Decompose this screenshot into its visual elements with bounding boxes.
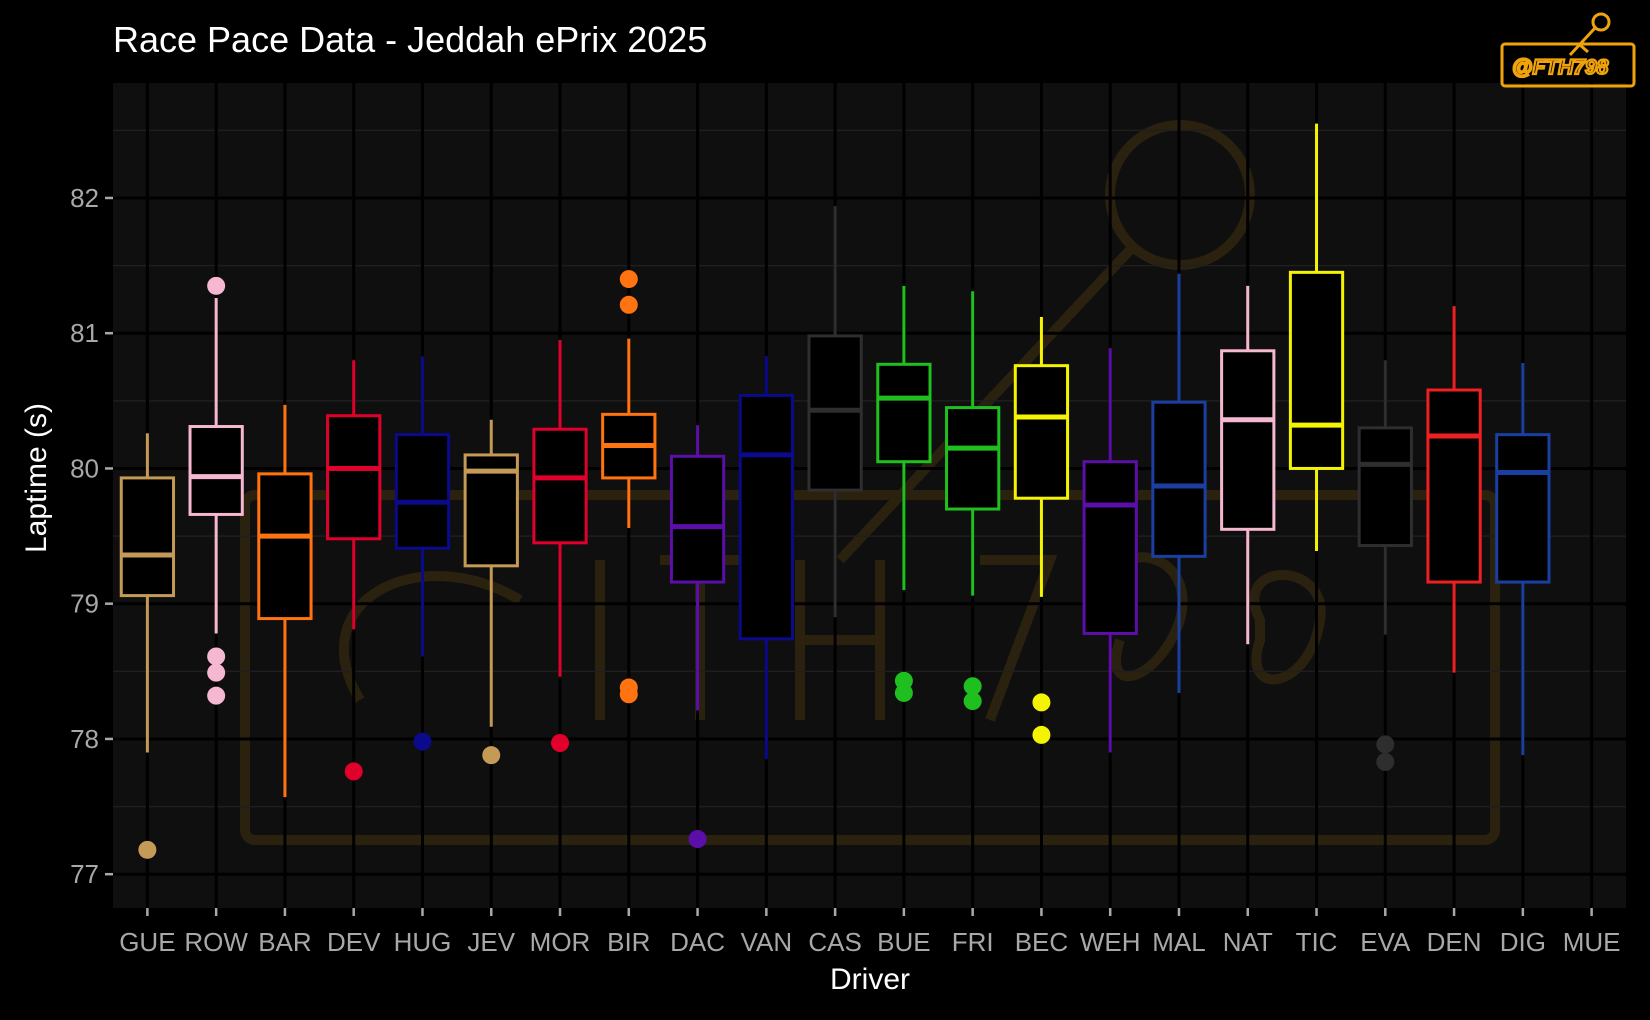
iqr-box <box>945 406 1001 511</box>
x-tick-label: DIG <box>1500 927 1546 957</box>
outlier-point <box>1032 725 1051 744</box>
key-icon <box>1568 12 1611 57</box>
iqr-box <box>1013 364 1070 500</box>
box-cas <box>807 206 863 618</box>
box-row <box>188 276 244 705</box>
x-tick-label: VAN <box>741 927 793 957</box>
x-tick-label: EVA <box>1360 927 1411 957</box>
x-tick-label: MAL <box>1152 927 1205 957</box>
iqr-box <box>738 393 794 641</box>
box-mal <box>1151 273 1207 693</box>
y-tick-label: 80 <box>70 453 99 483</box>
x-tick-label: DEV <box>327 927 381 957</box>
outlier-point <box>413 732 432 751</box>
y-tick-label: 78 <box>70 724 99 754</box>
x-tick-label: NAT <box>1223 927 1273 957</box>
x-tick-label: DAC <box>670 927 725 957</box>
x-axis-title: Driver <box>830 963 910 996</box>
x-tick-label: BAR <box>258 927 311 957</box>
x-tick-label: HUG <box>394 927 452 957</box>
outlier-point <box>207 686 226 705</box>
box-plots <box>119 123 1551 859</box>
box-van <box>738 356 794 760</box>
x-tick-label: TIC <box>1296 927 1338 957</box>
y-tick-label: 77 <box>70 859 99 889</box>
iqr-box <box>1082 460 1138 635</box>
x-tick-label: ROW <box>184 927 248 957</box>
box-bir <box>601 270 657 704</box>
x-tick-label: JEV <box>467 927 515 957</box>
iqr-box <box>119 476 176 598</box>
box-den <box>1426 306 1482 673</box>
outlier-point <box>482 746 501 765</box>
box-tic <box>1288 123 1345 551</box>
iqr-box <box>807 334 863 492</box>
iqr-box <box>669 454 726 584</box>
iqr-box <box>1426 388 1482 584</box>
box-bue <box>876 285 932 702</box>
x-tick-label: CAS <box>808 927 861 957</box>
box-mor <box>532 339 588 752</box>
iqr-box <box>326 414 382 541</box>
iqr-box <box>1288 270 1345 470</box>
outlier-point <box>551 734 570 752</box>
outlier-point <box>1376 752 1395 771</box>
x-tick-label: FRI <box>952 927 994 957</box>
x-tick-label: WEH <box>1080 927 1141 957</box>
iqr-box <box>876 362 932 464</box>
iqr-box <box>532 427 588 545</box>
box-bec <box>1013 316 1070 744</box>
iqr-box <box>394 433 451 550</box>
iqr-box <box>1151 400 1207 558</box>
outlier-point <box>963 677 982 696</box>
y-tick-label: 81 <box>70 318 99 348</box>
x-tick-label: BIR <box>607 927 650 957</box>
outlier-point <box>138 840 157 859</box>
outlier-point <box>688 830 707 849</box>
y-axis-title: Laptime (s) <box>20 403 53 553</box>
box-weh <box>1082 348 1138 753</box>
watermark-frame <box>1500 42 1636 88</box>
y-tick-label: 82 <box>70 183 99 213</box>
x-tick-label: DEN <box>1427 927 1482 957</box>
x-tick-label: BUE <box>877 927 930 957</box>
iqr-box <box>1357 426 1413 548</box>
box-jev <box>463 419 519 765</box>
outlier-point <box>619 685 638 704</box>
outlier-point <box>207 663 226 682</box>
x-tick-label: BEC <box>1015 927 1068 957</box>
box-fri <box>945 291 1001 711</box>
outlier-point <box>207 647 226 666</box>
x-tick-label: MOR <box>530 927 591 957</box>
iqr-box <box>1220 349 1276 531</box>
axes: 77 78 79 80 81 82 GUE ROW BAR DEV HUG JEV MOR BIR DAC V… <box>70 183 1620 957</box>
box-bar <box>257 404 313 798</box>
outlier-point <box>1376 735 1395 754</box>
iqr-box <box>257 472 313 621</box>
outlier-point <box>619 295 638 314</box>
x-tick-label: MUE <box>1563 927 1621 957</box>
outlier-point <box>963 692 982 711</box>
watermark-badge: @FTH798 <box>1500 12 1636 88</box>
box-dev <box>326 360 382 781</box>
outlier-point <box>619 270 638 289</box>
chart-title: Race Pace Data - Jeddah ePrix 2025 <box>113 19 707 60</box>
box-nat <box>1220 285 1276 645</box>
box-dig <box>1495 362 1551 756</box>
iqr-box <box>188 425 244 516</box>
box-gue <box>119 433 176 859</box>
outlier-point <box>894 683 913 702</box>
outlier-point <box>207 276 226 295</box>
outlier-point <box>1032 693 1051 712</box>
outlier-point <box>344 762 363 781</box>
box-eva <box>1357 360 1413 771</box>
box-dac <box>669 425 726 849</box>
watermark-handle: @FTH798 <box>1512 56 1609 79</box>
iqr-box <box>1495 433 1551 584</box>
y-tick-label: 79 <box>70 589 99 619</box>
x-tick-label: GUE <box>119 927 175 957</box>
box-hug <box>394 356 451 751</box>
